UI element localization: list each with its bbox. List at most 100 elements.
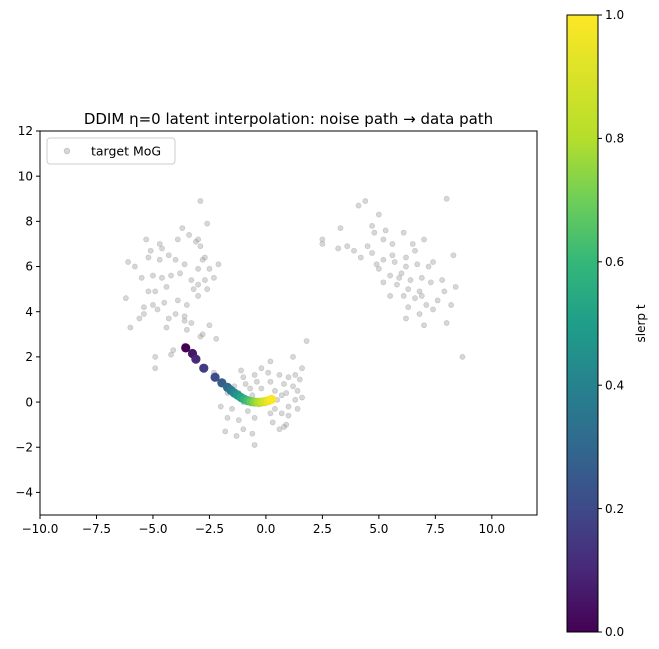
colorbar-gradient — [566, 14, 599, 633]
mog-point — [267, 358, 274, 365]
mog-point — [285, 403, 292, 410]
mog-point — [400, 292, 407, 299]
mog-point — [240, 374, 247, 381]
mog-point — [389, 252, 396, 259]
mog-point — [197, 198, 204, 204]
mog-point — [434, 297, 441, 304]
mog-point — [394, 281, 400, 288]
mog-point — [269, 419, 276, 426]
mog-point — [267, 378, 274, 385]
mog-point — [396, 274, 403, 281]
mog-point — [403, 263, 409, 270]
mog-point — [143, 236, 150, 243]
mog-point — [145, 288, 152, 295]
mog-point — [202, 254, 208, 261]
mog-point — [229, 405, 235, 412]
mog-point — [418, 292, 425, 299]
mog-point — [412, 295, 418, 302]
mog-point — [233, 433, 240, 439]
mog-point — [296, 376, 303, 383]
mog-point — [403, 254, 409, 261]
mog-point — [405, 286, 412, 293]
mog-point — [380, 256, 387, 263]
path-point — [199, 363, 209, 373]
mog-point — [283, 421, 290, 428]
mog-point — [235, 417, 242, 424]
plot-frame — [39, 130, 538, 516]
y-tick-label: 0 — [25, 395, 33, 409]
mog-point — [344, 243, 351, 250]
y-tick-label: −4 — [15, 486, 33, 500]
mog-point — [150, 272, 156, 279]
mog-point — [398, 270, 405, 277]
mog-point — [213, 335, 220, 342]
mog-point — [285, 374, 292, 381]
mog-point — [170, 347, 177, 354]
y-tick-label: 10 — [18, 169, 33, 183]
mog-point — [206, 322, 213, 329]
mog-point — [152, 365, 159, 372]
y-tick-label: 2 — [25, 350, 33, 364]
mog-point — [409, 241, 416, 247]
mog-point — [369, 222, 375, 229]
mog-point — [204, 220, 211, 227]
path-point — [191, 354, 201, 364]
mog-point — [371, 229, 378, 236]
mog-point — [159, 245, 165, 252]
mog-point — [362, 198, 369, 204]
mog-point — [443, 320, 450, 326]
mog-point — [152, 288, 159, 295]
mog-point — [412, 247, 418, 254]
mog-point — [421, 236, 427, 243]
colorbar-tick-label: 0.6 — [605, 255, 624, 269]
mog-point — [215, 261, 222, 268]
mog-point — [163, 283, 170, 290]
colorbar-tick-label: 0.2 — [605, 502, 624, 516]
mog-point — [382, 227, 389, 234]
mog-point — [161, 299, 168, 306]
colorbar-tick-label: 1.0 — [605, 8, 624, 22]
mog-point — [165, 252, 172, 259]
mog-point — [186, 232, 192, 238]
mog-point — [197, 243, 204, 250]
mog-point — [136, 315, 143, 322]
mog-point — [145, 254, 152, 261]
mog-point — [425, 263, 432, 270]
mog-point — [281, 381, 287, 387]
mog-point — [199, 331, 206, 338]
mog-point — [452, 283, 459, 290]
mog-point — [276, 426, 283, 433]
path-point — [266, 394, 277, 404]
mog-point — [290, 383, 296, 390]
mog-point — [403, 315, 409, 322]
mog-point — [414, 261, 421, 268]
y-tick-label: 6 — [25, 260, 33, 274]
x-tick-label: −7.5 — [82, 522, 111, 536]
mog-point — [183, 302, 190, 308]
mog-point — [197, 333, 204, 340]
mog-point — [195, 281, 202, 288]
mog-point — [188, 277, 195, 283]
mog-point — [181, 313, 188, 320]
mog-point — [131, 263, 138, 270]
mog-point — [152, 353, 159, 360]
mog-point — [423, 302, 430, 308]
mog-point — [283, 390, 290, 396]
mog-point — [156, 256, 163, 263]
mog-point — [380, 279, 387, 286]
y-axis: −4 −2 0 2 4 6 8 10 12 — [15, 124, 40, 500]
mog-point — [303, 338, 310, 344]
y-tick-label: 4 — [25, 305, 33, 319]
mog-point — [156, 241, 163, 247]
mog-point — [172, 256, 179, 263]
mog-point — [357, 254, 364, 261]
interpolation-path — [181, 343, 277, 407]
mog-point — [168, 351, 174, 358]
mog-point — [421, 322, 427, 329]
mog-point — [337, 225, 344, 232]
x-axis: −10.0 −7.5 −5.0 −2.5 0.0 2.5 5.0 7.5 10.0 — [22, 515, 505, 536]
mog-point — [122, 295, 129, 302]
mog-point — [299, 394, 305, 401]
mog-point — [242, 381, 249, 387]
